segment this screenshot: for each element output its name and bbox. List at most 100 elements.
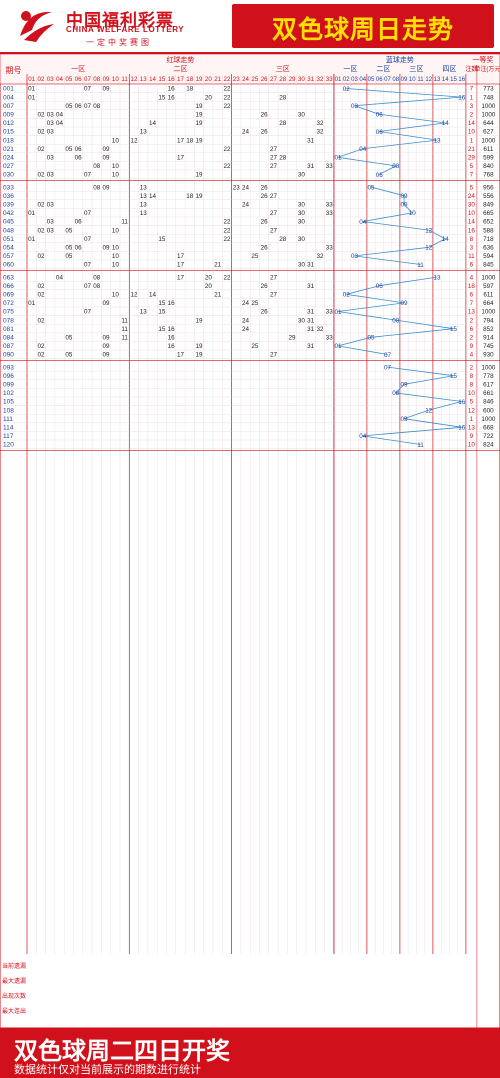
red-ball-number: 10: [112, 262, 120, 269]
blue-ball-number: 16: [458, 399, 466, 406]
red-ball-number: 27: [270, 292, 278, 299]
red-ball-number: 16: [168, 343, 176, 350]
welfare-lottery-logo-icon: [20, 11, 54, 42]
red-number-header: 30: [298, 76, 305, 83]
winner-count: 8: [470, 382, 474, 389]
red-ball-number: 27: [270, 155, 278, 162]
red-ball-number: 30: [298, 317, 306, 324]
prize-amount: 778: [483, 373, 494, 380]
red-zone-label: 二区: [173, 65, 187, 73]
red-ball-number: 07: [84, 283, 92, 290]
red-ball-number: 26: [261, 283, 269, 290]
red-number-header: 02: [38, 76, 45, 83]
red-number-header: 05: [65, 76, 72, 83]
red-ball-number: 28: [279, 94, 287, 101]
prize-amount: 748: [483, 94, 494, 101]
winner-count: 13: [468, 309, 476, 316]
red-ball-number: 06: [75, 245, 83, 252]
issue-label: 001: [3, 86, 14, 93]
blue-ball-number: 01: [335, 309, 343, 316]
red-ball-number: 33: [326, 309, 334, 316]
red-ball-number: 10: [112, 245, 120, 252]
red-ball-number: 07: [84, 236, 92, 243]
issue-label: 087: [3, 343, 14, 350]
red-ball-number: 22: [223, 103, 231, 110]
blue-ball-number: 06: [376, 172, 384, 179]
header: 中国福利彩票 CHINA WELFARE LOTTERY 一定中奖赛图 双色球周…: [0, 0, 500, 54]
red-ball-number: 30: [298, 172, 306, 179]
blue-number-header: 15: [450, 77, 457, 83]
issue-label: 009: [3, 112, 14, 119]
red-ball-number: 05: [65, 335, 73, 342]
red-ball-number: 21: [214, 262, 222, 269]
issue-label: 036: [3, 193, 14, 200]
red-ball-number: 22: [223, 236, 231, 243]
red-ball-number: 02: [37, 343, 45, 350]
blue-number-header: 11: [417, 77, 424, 83]
red-ball-number: 18: [186, 137, 194, 144]
red-number-header: 14: [149, 76, 156, 83]
red-ball-number: 02: [37, 227, 45, 234]
blue-number-header: 06: [376, 77, 383, 83]
blue-ball-number: 09: [401, 382, 409, 389]
prize-amount: 722: [483, 433, 494, 440]
red-ball-number: 31: [307, 283, 315, 290]
issue-label: 015: [3, 129, 14, 136]
issue-label: 051: [3, 236, 14, 243]
winner-count: 2: [470, 364, 474, 371]
red-ball-number: 03: [47, 120, 55, 127]
red-number-header: 28: [279, 76, 286, 83]
red-ball-number: 01: [28, 236, 36, 243]
issue-label: 042: [3, 210, 14, 217]
prize-title: 一等奖: [472, 55, 493, 64]
red-ball-number: 15: [158, 300, 166, 307]
red-ball-number: 13: [140, 210, 148, 217]
winner-count: 11: [468, 253, 475, 260]
issue-label: 105: [3, 399, 14, 406]
red-ball-number: 26: [261, 129, 269, 136]
red-ball-number: 09: [103, 343, 111, 350]
winner-count: 29: [468, 155, 476, 162]
trend-chart: 期号 红球走势 蓝球走势 一等奖 一区 二区 三区 一区 二区 三区 四区 注数 单注(万元) 01 02 0…: [0, 53, 500, 1029]
red-ball-number: 14: [149, 120, 157, 127]
winner-count: 10: [468, 129, 476, 136]
red-ball-number: 22: [223, 274, 231, 281]
page-title: 双色球周日走势: [271, 16, 454, 44]
issue-label: 060: [3, 262, 14, 269]
red-number-header: 06: [75, 76, 82, 83]
red-ball-number: 19: [196, 172, 204, 179]
winner-count: 4: [470, 274, 474, 281]
prize-amount: 600: [483, 407, 494, 414]
red-ball-number: 09: [103, 300, 111, 307]
issue-label: 021: [3, 146, 14, 153]
red-ball-number: 05: [65, 227, 73, 234]
blue-number-header: 04: [359, 77, 366, 83]
winner-count: 1: [470, 137, 474, 144]
red-ball-number: 14: [149, 292, 157, 299]
blue-number-header: 07: [384, 77, 391, 83]
red-number-header: 26: [261, 76, 268, 83]
blue-trend-line: [337, 88, 462, 175]
red-ball-number: 09: [103, 335, 111, 342]
red-ball-number: 13: [140, 309, 148, 316]
prize-amount: 914: [483, 335, 494, 342]
red-ball-number: 24: [242, 300, 250, 307]
red-ball-number: 26: [261, 309, 269, 316]
red-ball-number: 19: [196, 103, 204, 110]
red-ball-number: 31: [307, 309, 315, 316]
issue-label: 045: [3, 219, 14, 226]
blue-trend-line: [362, 366, 462, 445]
red-ball-number: 33: [326, 202, 334, 209]
blue-ball-number: 02: [343, 292, 351, 299]
prize-amount: 745: [483, 343, 494, 350]
red-number-header: 21: [214, 76, 221, 83]
red-ball-number: 07: [84, 262, 92, 269]
red-ball-number: 28: [279, 120, 287, 127]
blue-number-header: 10: [409, 77, 416, 83]
stat-label: 最大遗漏: [2, 977, 26, 985]
red-number-header: 32: [317, 76, 324, 83]
red-number-header: 12: [131, 76, 138, 83]
red-ball-number: 08: [93, 184, 101, 191]
issue-label: 096: [3, 373, 14, 380]
prize-amount: 794: [483, 317, 494, 324]
